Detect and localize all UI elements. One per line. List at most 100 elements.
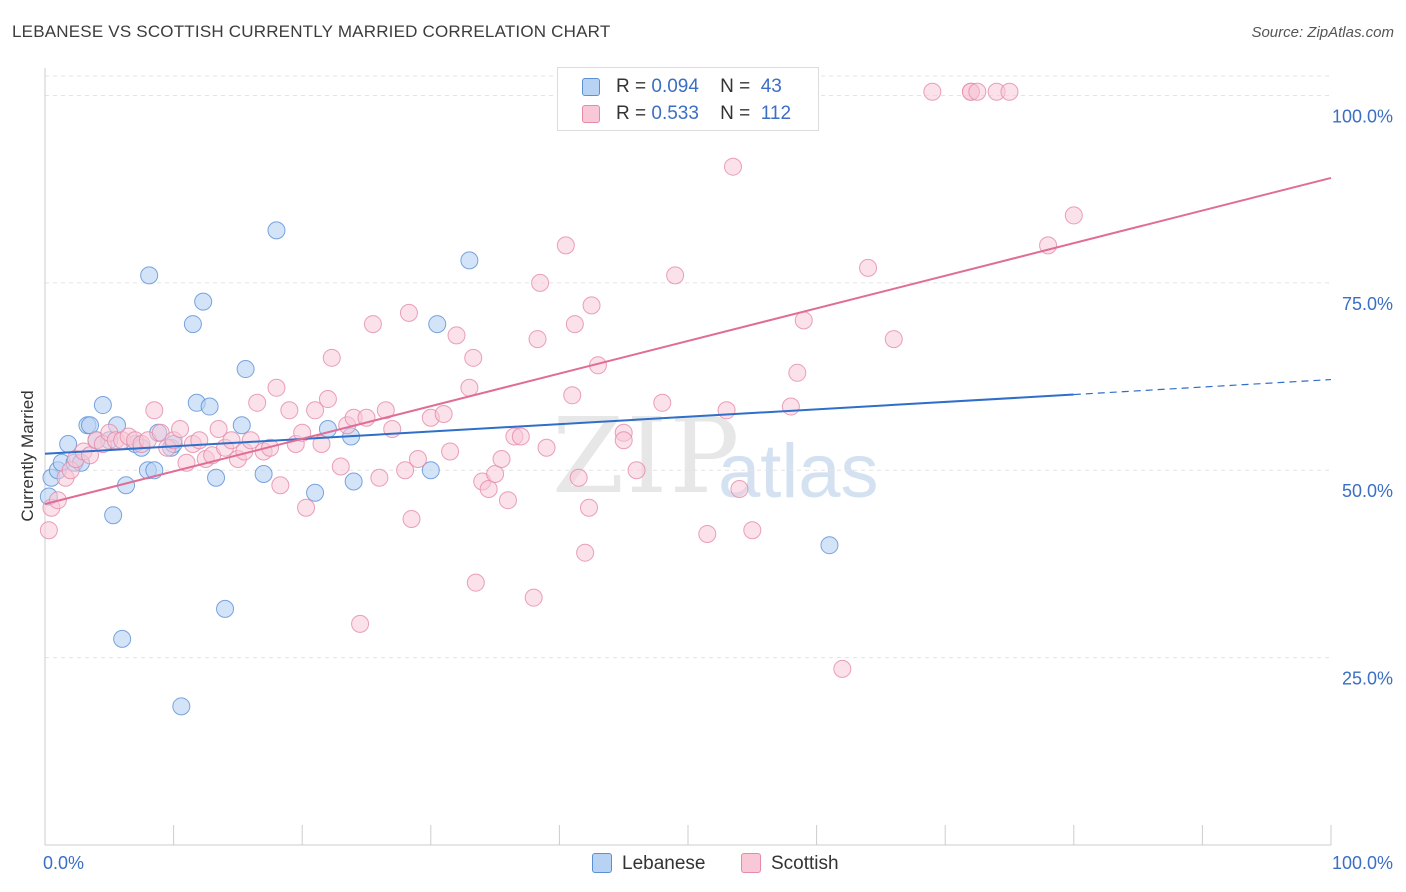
lebanese-point	[344, 472, 363, 491]
scottish-swatch	[582, 105, 600, 123]
scottish-point	[145, 401, 164, 420]
scottish-point	[531, 273, 550, 292]
scottish-point	[408, 450, 427, 469]
n-label: N =	[720, 76, 751, 97]
scottish-point	[524, 588, 543, 607]
scottish-point	[248, 393, 267, 412]
tick-labels: 100.0% 75.0% 50.0% 25.0% 0.0% 100.0%	[43, 106, 1393, 873]
scottish-point	[698, 524, 717, 543]
r-value-scottish: 0.533	[651, 103, 699, 124]
x-tick-label-right: 100.0%	[1332, 853, 1393, 873]
scottish-point	[565, 315, 584, 334]
scottish-point	[1064, 206, 1083, 225]
lebanese-point	[428, 315, 447, 334]
scottish-point	[434, 405, 453, 424]
legend-item-scottish[interactable]: Scottish	[741, 852, 839, 876]
n-value-scottish: 112	[760, 103, 792, 124]
legend-label-lebanese: Lebanese	[622, 853, 706, 874]
legend-item-lebanese[interactable]: Lebanese	[592, 852, 705, 876]
axes	[44, 68, 1332, 846]
scottish-point	[479, 479, 498, 498]
scottish-point	[833, 659, 852, 678]
scottish-point	[724, 157, 743, 176]
scottish-point	[923, 82, 942, 101]
scottish-point	[312, 435, 331, 454]
scottish-point	[297, 498, 316, 517]
lebanese-point	[93, 396, 112, 415]
scottish-point	[376, 401, 395, 420]
correlation-text-lebanese: R = 0.094 N = 43	[616, 74, 782, 100]
scottish-point	[331, 457, 350, 476]
scottish-point	[576, 543, 595, 562]
scottish-point	[556, 236, 575, 255]
watermark-atlas: atlas	[718, 429, 879, 514]
n-value-lebanese: 43	[760, 76, 782, 97]
scottish-point	[579, 498, 598, 517]
scottish-point	[460, 378, 479, 397]
lebanese-trend-line	[44, 393, 1074, 455]
scottish-point	[370, 468, 389, 487]
scottish-point	[280, 401, 299, 420]
lebanese-point	[104, 506, 123, 525]
scottish-point	[537, 438, 556, 457]
n-label: N =	[720, 103, 751, 124]
scottish-point	[1000, 82, 1019, 101]
scottish-point	[241, 431, 260, 450]
lebanese-points	[39, 221, 839, 716]
lebanese-point	[232, 416, 251, 435]
lebanese-point	[59, 435, 78, 454]
scottish-point	[794, 311, 813, 330]
lebanese-point	[194, 292, 213, 311]
scottish-point	[788, 363, 807, 382]
scottish-point	[222, 431, 241, 450]
scottish-legend-swatch	[741, 853, 761, 873]
scottish-point	[271, 476, 290, 495]
lebanese-point	[207, 468, 226, 487]
lebanese-point	[421, 461, 440, 480]
chart-title: LEBANESE VS SCOTTISH CURRENTLY MARRIED C…	[12, 22, 611, 41]
scottish-point	[569, 468, 588, 487]
lebanese-point	[318, 420, 337, 439]
lebanese-point	[267, 221, 286, 240]
lebanese-point	[140, 266, 159, 285]
trend-lines	[44, 176, 1332, 505]
scottish-point	[968, 82, 987, 101]
lebanese-point	[81, 416, 100, 435]
scottish-point	[399, 303, 418, 322]
scottish-point	[717, 401, 736, 420]
scottish-point	[614, 431, 633, 450]
scottish-point	[396, 461, 415, 480]
r-label: R =	[616, 76, 647, 97]
scottish-point	[627, 461, 646, 480]
lebanese-point	[200, 397, 219, 416]
scottish-point	[486, 464, 505, 483]
lebanese-point	[236, 360, 255, 379]
scottish-point	[498, 491, 517, 510]
scottish-point	[666, 266, 685, 285]
lebanese-trend-extension	[1073, 378, 1332, 396]
scottish-point	[209, 420, 228, 439]
lebanese-point	[172, 697, 191, 716]
scottish-point	[528, 330, 547, 349]
correlation-text-scottish: R = 0.533 N = 112	[616, 101, 791, 127]
scottish-point	[492, 450, 511, 469]
scottish-point	[1039, 236, 1058, 255]
scottish-point	[447, 326, 466, 345]
scottish-point	[563, 386, 582, 405]
y-tick-label: 25.0%	[1342, 669, 1393, 689]
scottish-trend-line	[44, 176, 1332, 505]
scottish-point	[171, 420, 190, 439]
scottish-point	[511, 427, 530, 446]
lebanese-point	[113, 629, 132, 648]
scottish-point	[318, 390, 337, 409]
scottish-point	[402, 509, 421, 528]
scottish-point	[322, 348, 341, 367]
lebanese-point	[820, 536, 839, 555]
scottish-point	[441, 442, 460, 461]
correlation-box: R = 0.094 N = 43 R = 0.533 N = 112	[557, 67, 819, 131]
scottish-points	[39, 82, 1083, 678]
scottish-point	[884, 330, 903, 349]
lebanese-point	[306, 483, 325, 502]
r-label: R =	[616, 103, 647, 124]
